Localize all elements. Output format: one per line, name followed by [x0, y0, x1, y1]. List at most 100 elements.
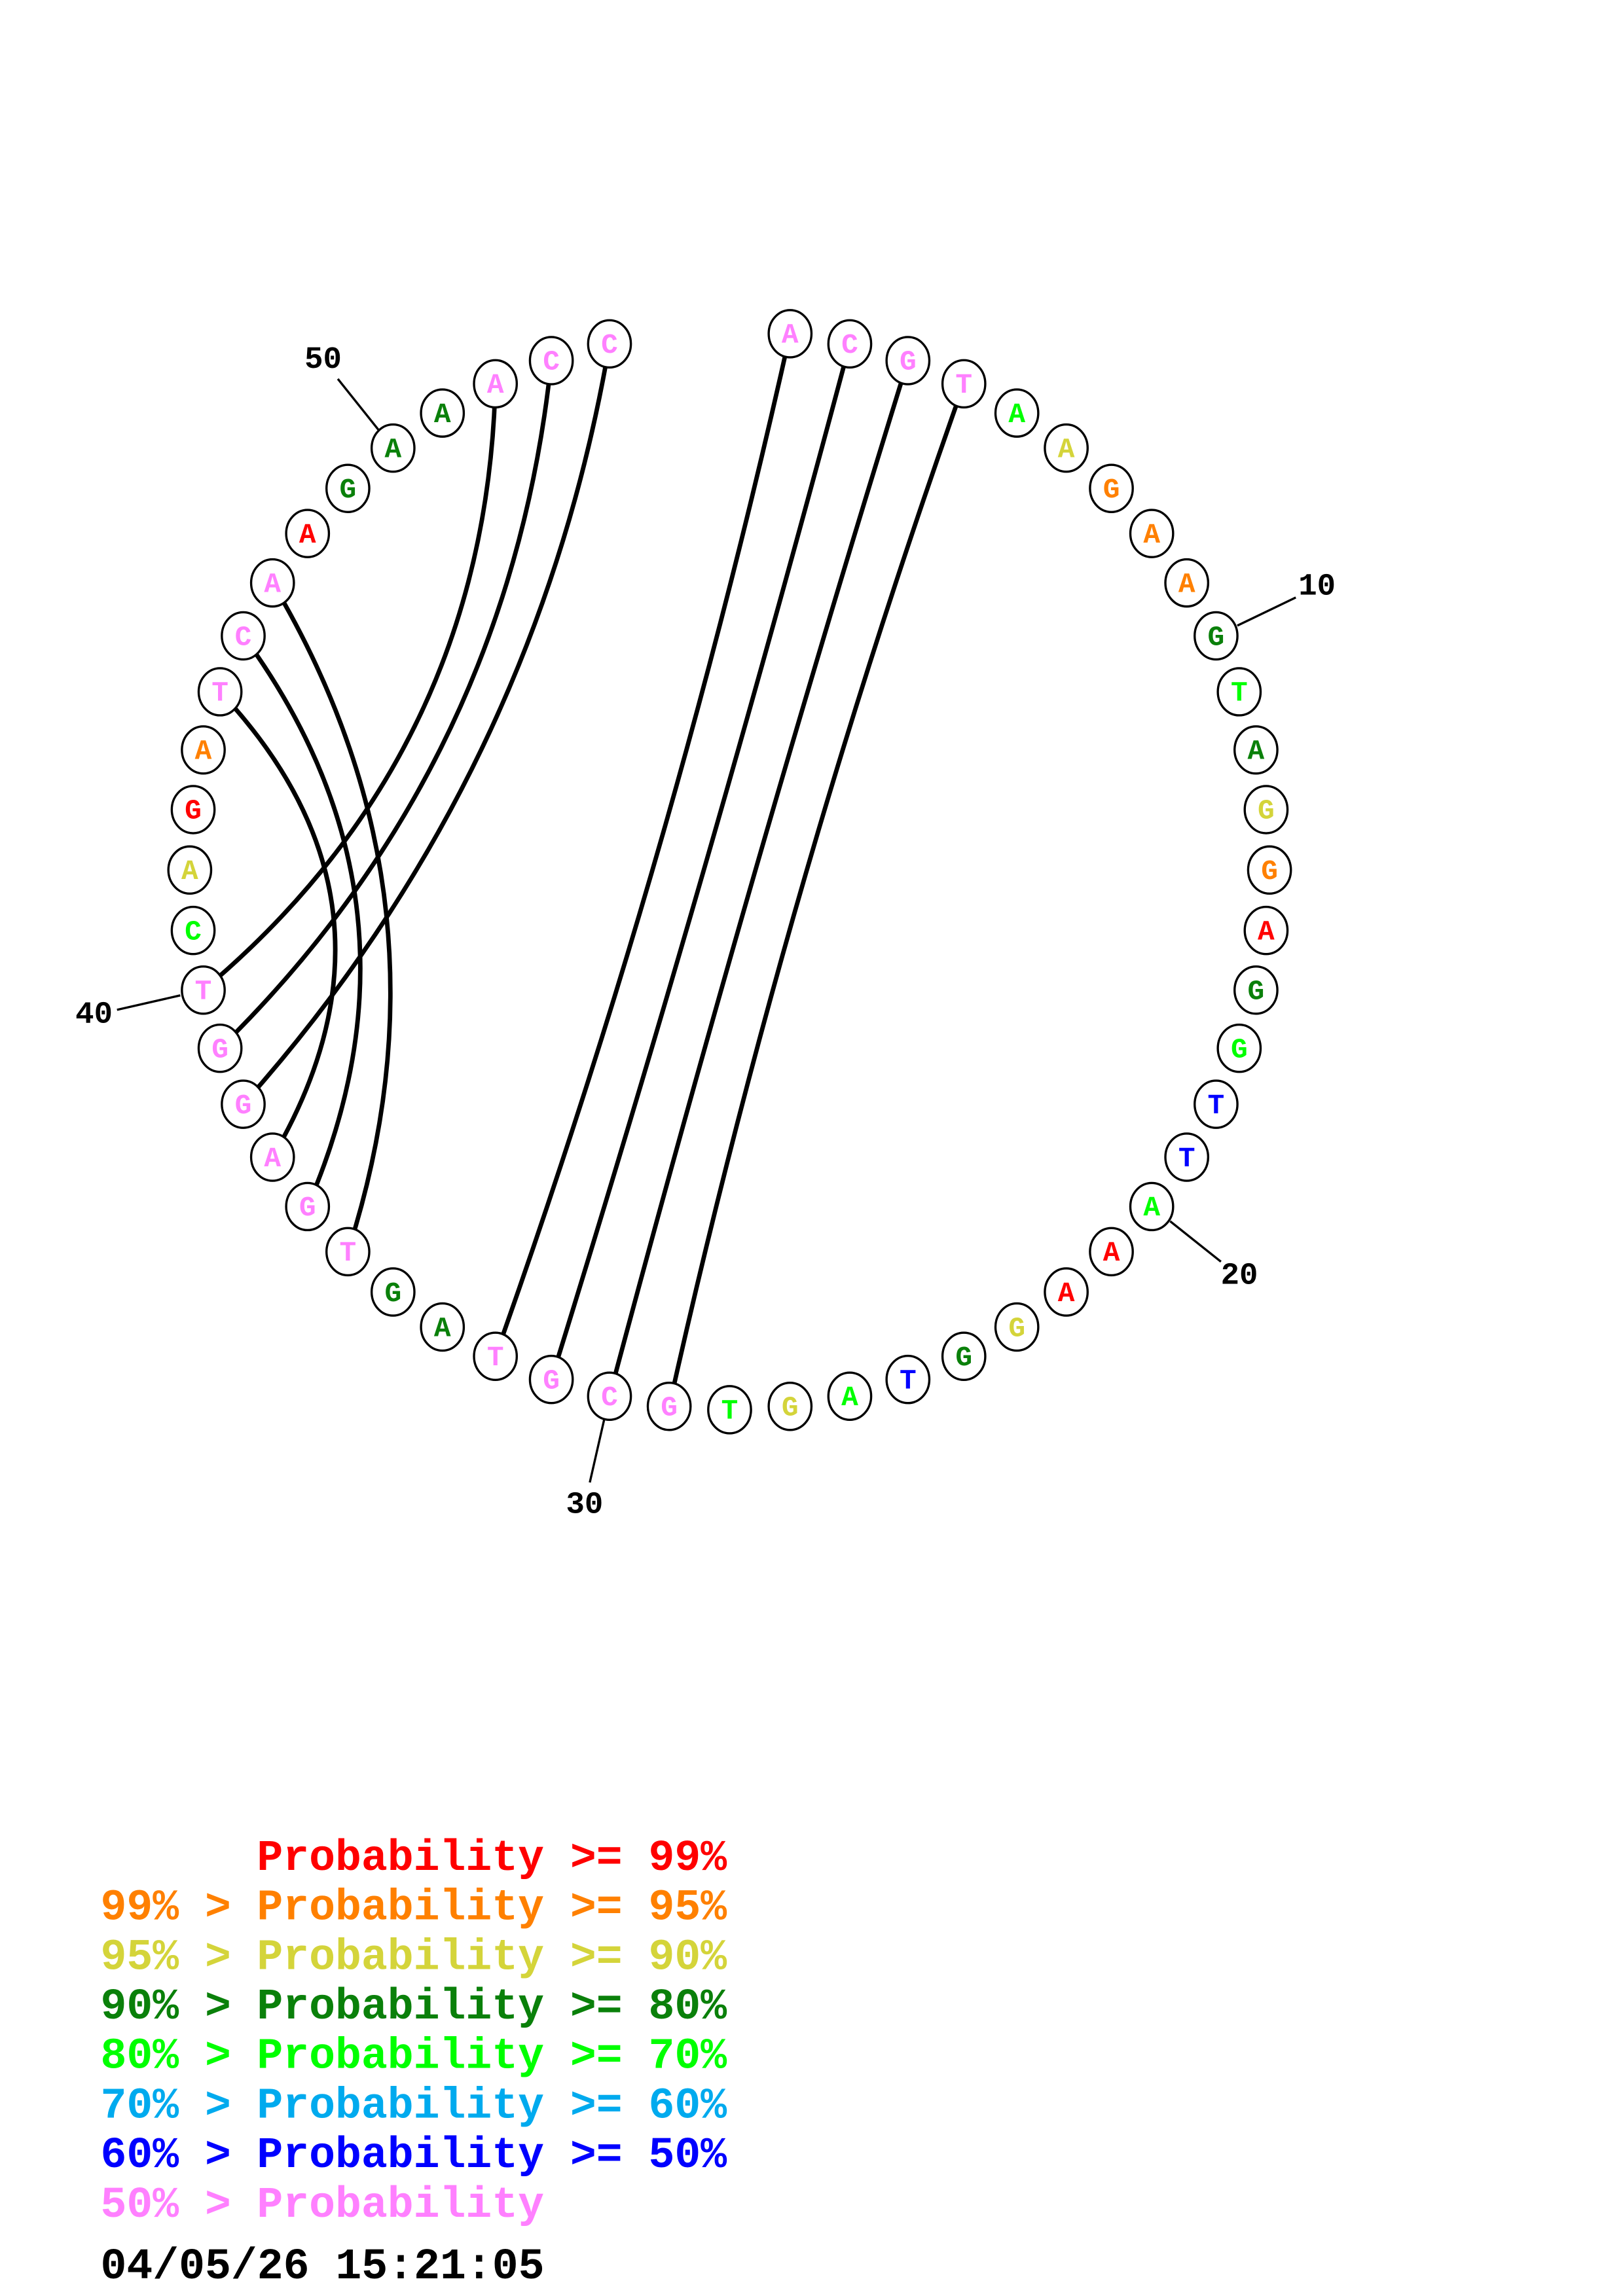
nucleotide: T	[325, 1227, 371, 1277]
nucleotide-circle	[587, 319, 632, 369]
legend-row: 90% > Probability >= 80%	[101, 1982, 727, 2032]
nucleotide-letter: C	[841, 329, 858, 361]
legend-range: Probability >= 99%	[257, 1834, 727, 1883]
nucleotide-circle	[1243, 785, 1289, 834]
base-pair-arc	[666, 383, 966, 1407]
nucleotide-circle	[1089, 1227, 1134, 1277]
nucleotide: T	[197, 667, 243, 717]
nucleotide-letter: G	[1103, 474, 1120, 506]
nucleotide-letter: C	[185, 916, 202, 948]
nucleotide: G	[370, 1267, 416, 1317]
position-tick	[589, 1419, 606, 1483]
nucleotide-letter: G	[955, 1342, 972, 1374]
nucleotide-circle	[528, 1354, 574, 1405]
nucleotide-circle	[1194, 1079, 1239, 1129]
nucleotide-letter: G	[1248, 976, 1265, 1008]
nucleotide-letter: A	[1178, 568, 1195, 600]
nucleotide: G	[1089, 463, 1134, 513]
nucleotide: G	[994, 1302, 1040, 1352]
legend-row: 50% > Probability	[101, 2181, 544, 2230]
nucleotide-letter: A	[1143, 1192, 1160, 1224]
nucleotide: A	[167, 845, 213, 895]
legend-range: Probability	[257, 2181, 544, 2230]
nucleotide-letter: A	[1103, 1237, 1120, 1269]
nucleotide: A	[1044, 423, 1089, 473]
legend-range: Probability >= 50%	[257, 2131, 727, 2180]
legend-prefix: 60% >	[101, 2131, 231, 2180]
base-pair-arc	[549, 343, 852, 1380]
nucleotide-circle	[827, 319, 873, 369]
nucleotide-circle	[181, 725, 226, 775]
base-pair-arc	[218, 360, 554, 1050]
nucleotide-circle	[285, 1181, 331, 1232]
probability-legend: Probability >= 99% 99% > Probability >= 95…	[101, 1834, 727, 2230]
nucleotide-circle	[1233, 965, 1279, 1015]
timestamp: 04/05/26 15:21:05	[101, 2242, 545, 2291]
base-pair-arcs	[202, 333, 966, 1407]
nucleotide: A	[1129, 1181, 1175, 1232]
nucleotide-letter: G	[384, 1278, 401, 1310]
nucleotide-letter: C	[601, 329, 618, 361]
nucleotide-circle	[1194, 611, 1239, 661]
nucleotide-circle	[181, 965, 226, 1015]
nucleotide-letter: G	[900, 346, 917, 378]
nucleotide: G	[285, 1181, 331, 1232]
nucleotide: A	[1044, 1267, 1089, 1317]
nucleotide-circle	[941, 1331, 987, 1381]
nucleotide: C	[221, 611, 266, 661]
nucleotide-circle	[420, 1302, 465, 1352]
nucleotide: G	[170, 785, 216, 834]
nucleotide-circle	[1233, 725, 1279, 775]
nucleotide-letter: C	[235, 621, 252, 653]
nucleotide-circle	[1247, 845, 1292, 895]
nucleotide: T	[1194, 1079, 1239, 1129]
legend-prefix: 95% >	[101, 1933, 231, 1982]
nucleotide: G	[1194, 611, 1239, 661]
nucleotide: A	[1089, 1227, 1134, 1277]
position-label: 20	[1221, 1259, 1258, 1294]
nucleotide-circle	[325, 1227, 371, 1277]
nucleotide-letter: G	[1258, 795, 1275, 827]
nucleotide-circle	[941, 359, 987, 409]
nucleotide-letter: G	[1261, 855, 1278, 888]
nucleotide-circle	[221, 611, 266, 661]
nucleotide-letter: A	[195, 736, 212, 768]
nucleotide-letter: G	[340, 474, 357, 506]
nucleotide-letter: T	[1178, 1143, 1195, 1175]
nucleotide: A	[1129, 509, 1175, 558]
nucleotide: C	[587, 1371, 632, 1421]
nucleotide: A	[370, 423, 416, 473]
nucleotide: G	[325, 463, 371, 513]
legend-range: Probability >= 90%	[257, 1933, 727, 1982]
position-tick	[337, 378, 380, 431]
nucleotide-circle	[587, 1371, 632, 1421]
base-pair-arc	[218, 690, 338, 1158]
nucleotide-circle	[473, 1331, 519, 1381]
nucleotide-circle	[1129, 509, 1175, 558]
nucleotide: T	[1216, 667, 1262, 717]
legend-row: 60% > Probability >= 50%	[101, 2131, 727, 2180]
nucleotide: A	[420, 388, 465, 438]
nucleotide-letter: G	[185, 795, 202, 827]
nucleotide-letter: G	[782, 1391, 799, 1424]
nucleotide-letter: G	[299, 1192, 316, 1224]
legend-row: 99% > Probability >= 95%	[101, 1884, 727, 1933]
nucleotide: G	[767, 1381, 813, 1431]
nucleotide-circle	[528, 336, 574, 386]
nucleotide-letter: A	[434, 399, 451, 431]
nucleotide-circle	[1243, 905, 1289, 956]
nucleotide: A	[1164, 558, 1210, 608]
legend-row: Probability >= 99%	[257, 1834, 727, 1883]
nucleotide-letter: T	[211, 677, 228, 709]
base-pair-arc	[241, 634, 363, 1208]
nucleotide: G	[1216, 1023, 1262, 1073]
position-labels: 10 20 30 40 50	[75, 343, 1336, 1522]
nucleotide-letter: G	[543, 1365, 560, 1397]
nucleotide-ring: A CGTAAGAAGTAGGAGGTTAAAGGTAGTGCGTAGTGAGGT…	[167, 309, 1292, 1435]
nucleotide-circle	[197, 1023, 243, 1073]
nucleotide-letter: T	[1208, 1090, 1225, 1122]
nucleotide-circle	[646, 1381, 692, 1431]
nucleotide-letter: A	[1008, 399, 1025, 431]
nucleotide: T	[707, 1385, 752, 1435]
nucleotide-circle	[167, 845, 213, 895]
